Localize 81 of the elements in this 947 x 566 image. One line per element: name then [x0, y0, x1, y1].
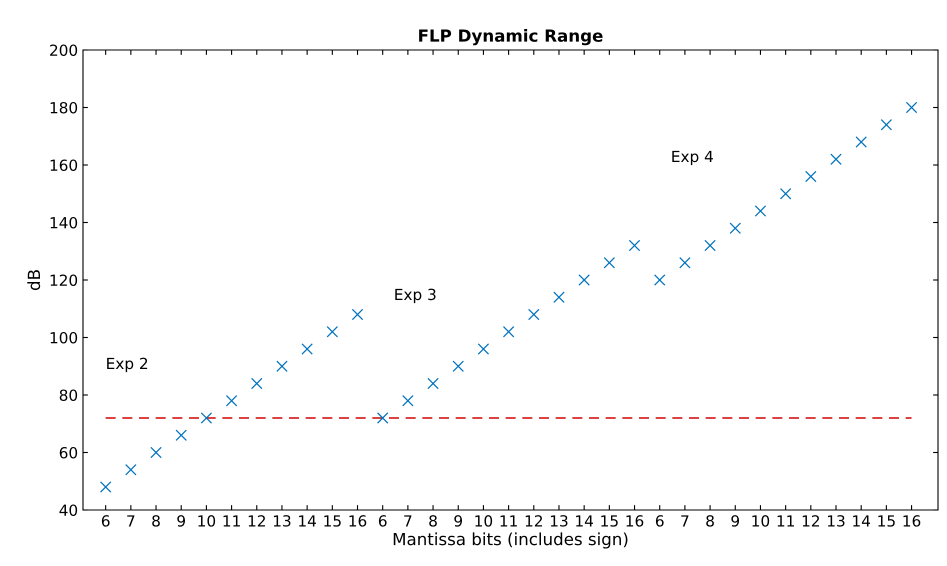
point	[301, 343, 313, 355]
chart-title: FLP Dynamic Range	[419, 29, 603, 46]
point	[679, 256, 691, 269]
point	[250, 378, 263, 390]
x-axis-title: Mantissa bits (includes sign)	[394, 532, 628, 549]
point	[175, 429, 187, 442]
x-tick-label: 16	[626, 515, 644, 527]
x-tick-label: 14	[299, 515, 316, 526]
x-tick-label: 10	[198, 515, 216, 527]
x-tick-label: 7	[681, 515, 688, 526]
x-tick-label: 7	[404, 515, 412, 526]
point	[150, 446, 162, 458]
x-tick-label: 8	[152, 515, 160, 527]
point	[880, 118, 892, 131]
x-tick-label: 8	[706, 515, 714, 527]
x-tick-label: 14	[853, 515, 870, 526]
y-tick-label: 80	[60, 389, 78, 402]
point	[452, 360, 464, 372]
point	[352, 308, 364, 320]
point	[830, 153, 842, 166]
annotation: Exp 2	[107, 358, 148, 372]
point	[906, 102, 918, 114]
x-tick-label: 9	[177, 515, 186, 527]
annotation: Exp 4	[672, 150, 713, 166]
x-tick-label: 16	[904, 515, 920, 527]
point	[578, 274, 590, 286]
x-tick-label: 12	[248, 515, 265, 526]
x-tick-label: 15	[601, 515, 618, 527]
x-tick-label: 11	[778, 515, 794, 526]
x-tick-label: 14	[576, 515, 594, 526]
x-tick-label: 9	[731, 515, 740, 527]
x-tick-label: 13	[274, 515, 290, 527]
x-tick-label: 12	[802, 515, 820, 526]
point	[427, 378, 439, 390]
x-tick-label: 6	[656, 515, 664, 527]
point	[628, 240, 640, 252]
point	[100, 481, 112, 493]
point	[326, 326, 338, 338]
point	[125, 464, 137, 476]
point	[654, 274, 666, 286]
point	[528, 308, 540, 320]
x-tick-label: 13	[550, 515, 568, 527]
y-tick-label: 60	[60, 446, 78, 459]
x-tick-label: 11	[224, 515, 240, 526]
x-tick-label: 11	[500, 515, 517, 526]
y-tick-label: 100	[50, 332, 78, 344]
x-tick-label: 6	[102, 515, 110, 527]
point	[200, 412, 212, 424]
point	[855, 136, 867, 148]
x-tick-label: 10	[752, 515, 770, 527]
y-tick-label: 140	[50, 216, 78, 229]
x-tick-label: 15	[878, 515, 895, 527]
point	[226, 394, 238, 407]
point	[704, 240, 716, 252]
x-tick-label: 12	[526, 515, 542, 526]
point	[553, 291, 565, 304]
point	[754, 205, 766, 217]
y-tick-label: 120	[50, 274, 78, 286]
point	[604, 256, 616, 269]
point	[729, 222, 742, 234]
x-tick-label: 13	[828, 515, 844, 527]
y-axis-title: dB	[27, 270, 40, 290]
x-tick-label: 15	[324, 515, 341, 527]
y-tick-label: 180	[50, 102, 78, 114]
x-tick-label: 8	[429, 515, 437, 527]
y-tick-label: 200	[50, 44, 78, 56]
x-tick-label: 7	[127, 515, 134, 526]
point	[502, 326, 514, 338]
x-tick-label: 16	[349, 515, 366, 527]
y-tick-label: 160	[50, 159, 78, 172]
point	[402, 394, 414, 407]
point	[805, 170, 817, 182]
point	[478, 343, 490, 355]
point	[376, 412, 388, 424]
x-tick-label: 10	[475, 515, 492, 527]
x-tick-label: 9	[454, 515, 462, 527]
x-tick-label: 6	[378, 515, 387, 527]
point	[276, 360, 288, 372]
y-tick-label: 40	[59, 504, 78, 516]
point	[780, 188, 792, 200]
annotation: Exp 3	[395, 288, 436, 304]
